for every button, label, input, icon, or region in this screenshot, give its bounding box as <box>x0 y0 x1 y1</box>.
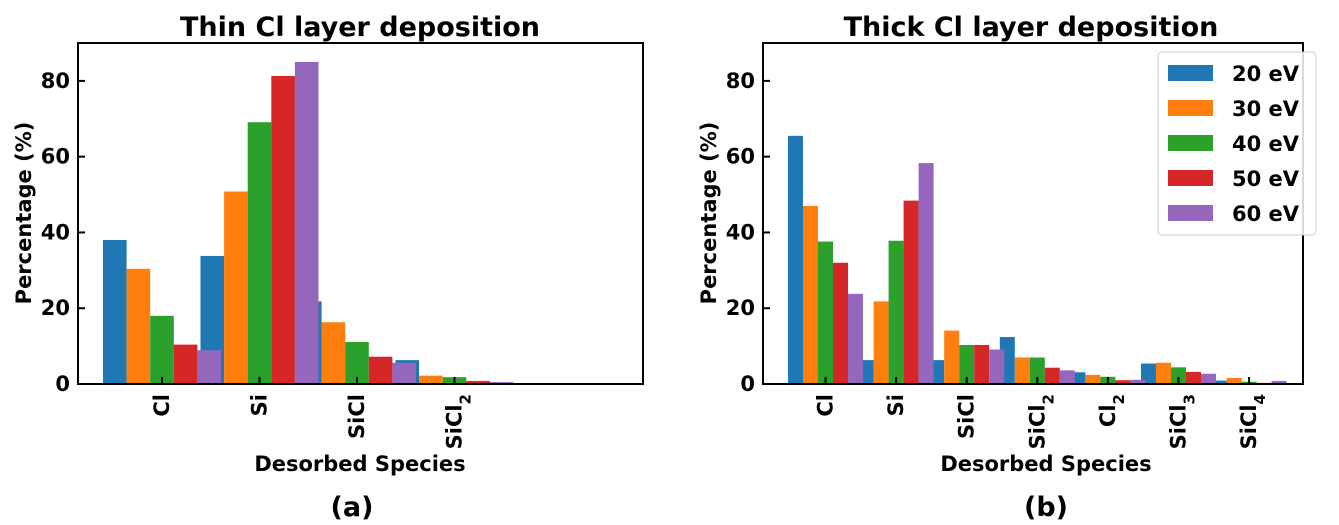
panel-a-xtick-label-sicl: SiCl <box>345 394 369 439</box>
panel-a-bar-cl-20-ev <box>103 240 127 384</box>
panel-a-xtick-label-cl: Cl <box>150 394 174 417</box>
panel-b-bar-sicl3-20-ev <box>1141 363 1156 384</box>
legend-swatch-60-ev <box>1168 205 1213 221</box>
legend-swatch-20-ev <box>1168 65 1213 81</box>
panel-a-plot-area: 0 20 40 60 80 Cl Si SiCl SiCl2 <box>41 42 644 449</box>
panel-b-bar-sicl3-30-ev <box>1156 362 1171 384</box>
panel-a-ytick-label-0: 0 <box>55 372 70 396</box>
panel-b-bar-sicl4-30-ev <box>1226 377 1242 384</box>
panel-a-bar-sicl2-50-ev <box>466 380 490 384</box>
panel-b-bar-si-60-ev <box>918 163 934 384</box>
panel-a-bar-si-30-ev <box>224 191 248 384</box>
panel-b-bar-cl-20-ev <box>788 135 803 384</box>
panel-a-bar-cl-50-ev <box>173 344 198 384</box>
panel-a-ylabel: Percentage (%) <box>12 122 36 305</box>
panel-b-xtick-label-cl: Cl <box>814 394 838 417</box>
panel-b-ytick-label-0: 0 <box>740 372 755 396</box>
panel-b-bar-cl2-30-ev <box>1085 374 1101 384</box>
panel-b-bar-sicl2-30-ev <box>1014 357 1030 384</box>
panel-b-bar-si-50-ev <box>903 200 919 384</box>
panel-b-xtick-label-sicl4: SiCl4 <box>1237 394 1269 449</box>
panel-b-ytick-label-60: 60 <box>726 145 755 169</box>
panel-b-bar-sicl2-50-ev <box>1044 367 1060 384</box>
panel-a-xlabel: Desorbed Species <box>254 452 465 476</box>
panel-a-bar-sicl-60-ev <box>392 362 416 384</box>
panel-b-bar-sicl-50-ev <box>974 344 990 384</box>
panel-b-ytick-label-40: 40 <box>726 220 755 244</box>
panel-b-bar-sicl2-40-ev <box>1029 357 1045 384</box>
panel-a-bar-cl-40-ev <box>150 315 174 384</box>
panel-b-bar-cl-30-ev <box>803 205 818 384</box>
panel-b-bar-sicl-30-ev <box>944 330 960 384</box>
legend-label-60-ev: 60 eV <box>1232 202 1300 226</box>
panel-b-ytick-label-80: 80 <box>726 69 755 93</box>
panel-a-axes-frame <box>77 42 644 385</box>
panel-b-xtick-label-si: Si <box>884 394 908 416</box>
panel-a-bar-cl-30-ev <box>126 268 151 384</box>
panel-b-ylabel: Percentage (%) <box>697 122 721 305</box>
panel-b-xlabel: Desorbed Species <box>940 452 1151 476</box>
panel-b-bar-si-40-ev <box>888 240 904 384</box>
panel-b-bar-cl-60-ev <box>848 293 863 384</box>
panel-b-xtick-label-sicl2: SiCl2 <box>1025 394 1057 449</box>
panel-b-xtick-label-cl2: Cl2 <box>1096 394 1128 427</box>
panel-a-bar-sicl-40-ev <box>345 341 369 384</box>
panel-b-bar-sicl2-60-ev <box>1059 370 1075 384</box>
panel-b-chart: Thick Cl layer deposition 0 20 40 60 80 Cl Si S… <box>697 12 1317 523</box>
legend-box <box>1157 51 1317 236</box>
panel-b-xtick-label-sicl3: SiCl3 <box>1167 394 1199 449</box>
panel-b-bar-sicl-40-ev <box>959 344 975 384</box>
legend-label-20-ev: 20 eV <box>1232 62 1300 86</box>
panel-a-chart: Thin Cl layer deposition 0 20 40 60 80 Cl Si Si… <box>12 12 644 523</box>
panel-b-bar-sicl4-60-ev <box>1271 380 1287 384</box>
panel-b-bar-cl2-20-ev <box>1070 372 1086 384</box>
panel-b-bar-sicl-60-ev <box>989 349 1005 384</box>
panel-a-ytick-label-80: 80 <box>41 69 70 93</box>
panel-a-ytick-label-40: 40 <box>41 220 70 244</box>
panel-a-bar-cl-60-ev <box>197 350 221 384</box>
legend-swatch-40-ev <box>1168 135 1213 151</box>
panel-a-ytick-label-60: 60 <box>41 145 70 169</box>
panel-a-bar-sicl-30-ev <box>321 322 346 384</box>
panel-b-bar-cl-50-ev <box>833 262 848 384</box>
panel-a-label: (a) <box>331 492 374 523</box>
legend-label-40-ev: 40 eV <box>1232 132 1300 156</box>
panel-b-plot-area: 0 20 40 60 80 Cl Si SiCl SiCl2 Cl2 SiCl3 SiCl4 <box>726 42 1304 449</box>
panel-b-ytick-label-20: 20 <box>726 296 755 320</box>
panel-a-bar-si-60-ev <box>294 61 319 384</box>
panel-a-xtick-label-sicl2: SiCl2 <box>443 394 475 449</box>
panel-b-bar-sicl3-60-ev <box>1201 373 1216 384</box>
panel-a-bar-si-50-ev <box>271 75 295 385</box>
panel-a-ytick-label-20: 20 <box>41 296 70 320</box>
panel-b-label: (b) <box>1024 492 1068 523</box>
panel-b-bar-sicl3-40-ev <box>1171 367 1186 384</box>
panel-b-bar-cl2-50-ev <box>1115 380 1131 384</box>
panel-b-title: Thick Cl layer deposition <box>844 12 1219 43</box>
legend: 20 eV 30 eV 40 eV 50 eV 60 eV <box>1157 51 1317 236</box>
panel-b-bar-sicl4-20-ev <box>1211 380 1227 384</box>
panel-b-bar-cl2-60-ev <box>1130 379 1146 384</box>
legend-label-30-ev: 30 eV <box>1232 97 1300 121</box>
legend-swatch-30-ev <box>1168 100 1213 116</box>
panel-a-bar-sicl2-30-ev <box>419 375 443 384</box>
panel-a-bar-sicl-50-ev <box>368 356 393 384</box>
panel-b-xtick-label-sicl: SiCl <box>955 394 979 439</box>
panel-a-xtick-label-si: Si <box>248 394 272 416</box>
panel-b-bar-sicl3-50-ev <box>1186 371 1201 384</box>
panel-b-bar-si-30-ev <box>873 301 889 384</box>
legend-label-50-ev: 50 eV <box>1232 167 1300 191</box>
panel-b-bar-cl-40-ev <box>818 241 833 384</box>
legend-swatch-50-ev <box>1168 170 1213 186</box>
panel-a-bar-si-40-ev <box>247 122 272 384</box>
panel-a-title: Thin Cl layer deposition <box>180 12 540 43</box>
